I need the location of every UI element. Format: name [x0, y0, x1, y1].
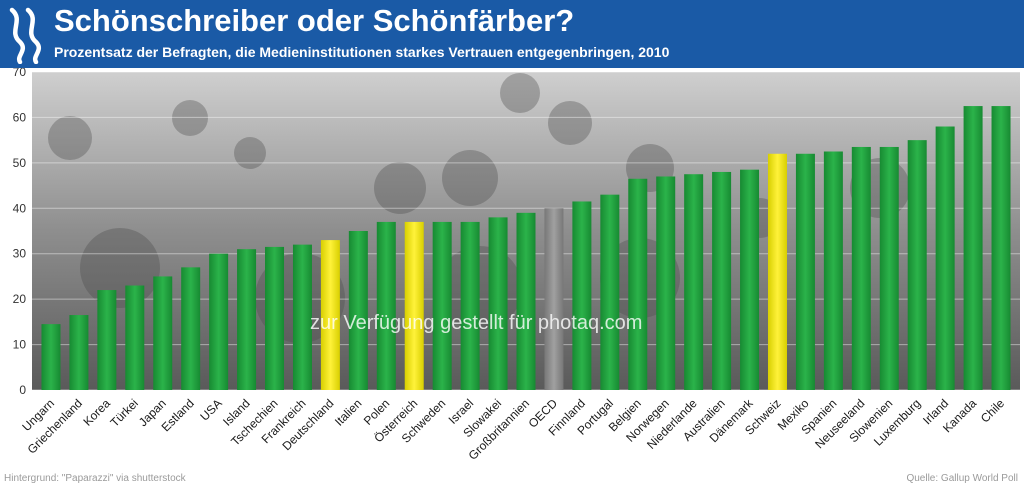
background-credit: Hintergrund: "Paparazzi" via shutterstoc…: [4, 473, 186, 484]
bar: [320, 240, 340, 390]
bar: [907, 140, 927, 390]
watermark: zur Verfügung gestellt für photaq.com: [310, 312, 643, 334]
bar: [516, 212, 536, 390]
source-credit: Quelle: Gallup World Poll: [906, 473, 1018, 484]
bar: [795, 153, 815, 390]
y-tick-label: 50: [13, 156, 27, 170]
y-tick-label: 20: [13, 292, 27, 306]
y-tick-label: 70: [13, 68, 27, 79]
bar: [767, 153, 787, 390]
bar: [991, 106, 1011, 391]
y-tick-label: 30: [13, 247, 27, 261]
logo-icon: [9, 7, 42, 64]
bar: [879, 146, 899, 390]
bar: [488, 217, 508, 390]
bar: [97, 290, 117, 390]
bar: [265, 246, 285, 390]
bar: [712, 171, 732, 390]
bar: [348, 231, 368, 390]
bar: [404, 221, 424, 390]
bar: [851, 146, 871, 390]
bar: [237, 249, 257, 390]
y-tick-label: 10: [13, 338, 27, 352]
bar: [41, 324, 61, 390]
bar: [460, 221, 480, 390]
y-tick-label: 60: [13, 110, 27, 124]
header-bar: Schönschreiber oder Schönfärber? Prozent…: [0, 0, 1024, 68]
bar: [740, 169, 760, 390]
x-tick-label: Chile: [978, 396, 1007, 425]
bar: [181, 267, 201, 390]
bar: [376, 221, 396, 390]
bar: [432, 221, 452, 390]
chart-subtitle: Prozentsatz der Befragten, die Medienins…: [54, 44, 670, 60]
chart-title: Schönschreiber oder Schönfärber?: [54, 3, 575, 38]
x-tick-label: Italien: [332, 396, 365, 429]
bar: [69, 315, 89, 390]
bar: [572, 201, 592, 390]
bar: [125, 285, 145, 390]
bar: [823, 151, 843, 390]
x-tick-label: Türkei: [107, 396, 140, 429]
bar: [628, 178, 648, 390]
bar: [292, 244, 312, 390]
bar: [209, 253, 229, 390]
bar: [935, 126, 955, 390]
bar: [684, 174, 704, 390]
bar: [544, 208, 564, 390]
bar: [963, 106, 983, 391]
bar: [600, 194, 620, 390]
y-tick-label: 40: [13, 201, 27, 215]
bar: [656, 176, 676, 390]
bar: [153, 276, 173, 390]
x-tick-label: Korea: [80, 396, 113, 429]
y-tick-label: 0: [19, 383, 26, 397]
